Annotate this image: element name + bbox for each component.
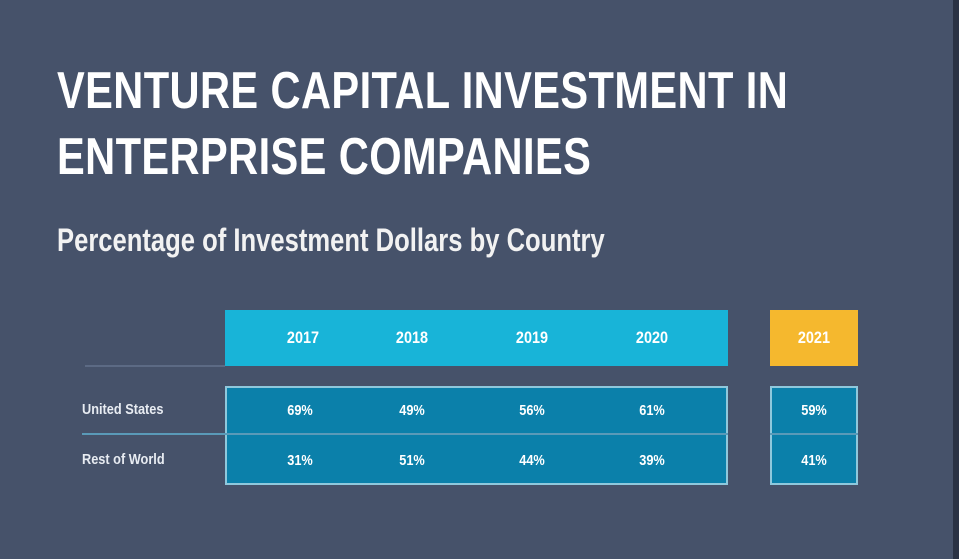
cell-us-2021: 59%: [801, 402, 827, 419]
cell-row-2018: 51%: [399, 452, 425, 469]
cell-row-2019: 44%: [519, 452, 545, 469]
year-header-2021: 2021: [797, 328, 831, 347]
cell-row-2017: 31%: [287, 452, 313, 469]
year-header: 2017 2018 2019 2020: [225, 310, 728, 366]
values-box: [225, 386, 728, 485]
title-line-1: VENTURE CAPITAL INVESTMENT IN: [57, 62, 789, 120]
values-box-2021: [770, 386, 858, 485]
year-header-2018: 2018: [395, 328, 429, 347]
cell-row-2020: 39%: [639, 452, 665, 469]
title-line-2: ENTERPRISE COMPANIES: [57, 128, 592, 186]
title: VENTURE CAPITAL INVESTMENT IN ENTERPRISE…: [57, 58, 788, 190]
year-header-2017: 2017: [286, 328, 320, 347]
row-label-united-states: United States: [82, 401, 164, 418]
subtitle: Percentage of Investment Dollars by Coun…: [57, 222, 605, 258]
cell-us-2020: 61%: [639, 402, 665, 419]
cell-us-2017: 69%: [287, 402, 313, 419]
cell-row-2021: 41%: [801, 452, 827, 469]
year-header-highlight: 2021: [770, 310, 858, 366]
divider: [85, 365, 225, 367]
cell-us-2019: 56%: [519, 402, 545, 419]
year-header-2020: 2020: [635, 328, 669, 347]
cell-us-2018: 49%: [399, 402, 425, 419]
row-label-rest-of-world: Rest of World: [82, 451, 165, 468]
row-divider-2021: [770, 433, 858, 435]
row-divider: [82, 433, 728, 435]
year-header-2019: 2019: [515, 328, 549, 347]
